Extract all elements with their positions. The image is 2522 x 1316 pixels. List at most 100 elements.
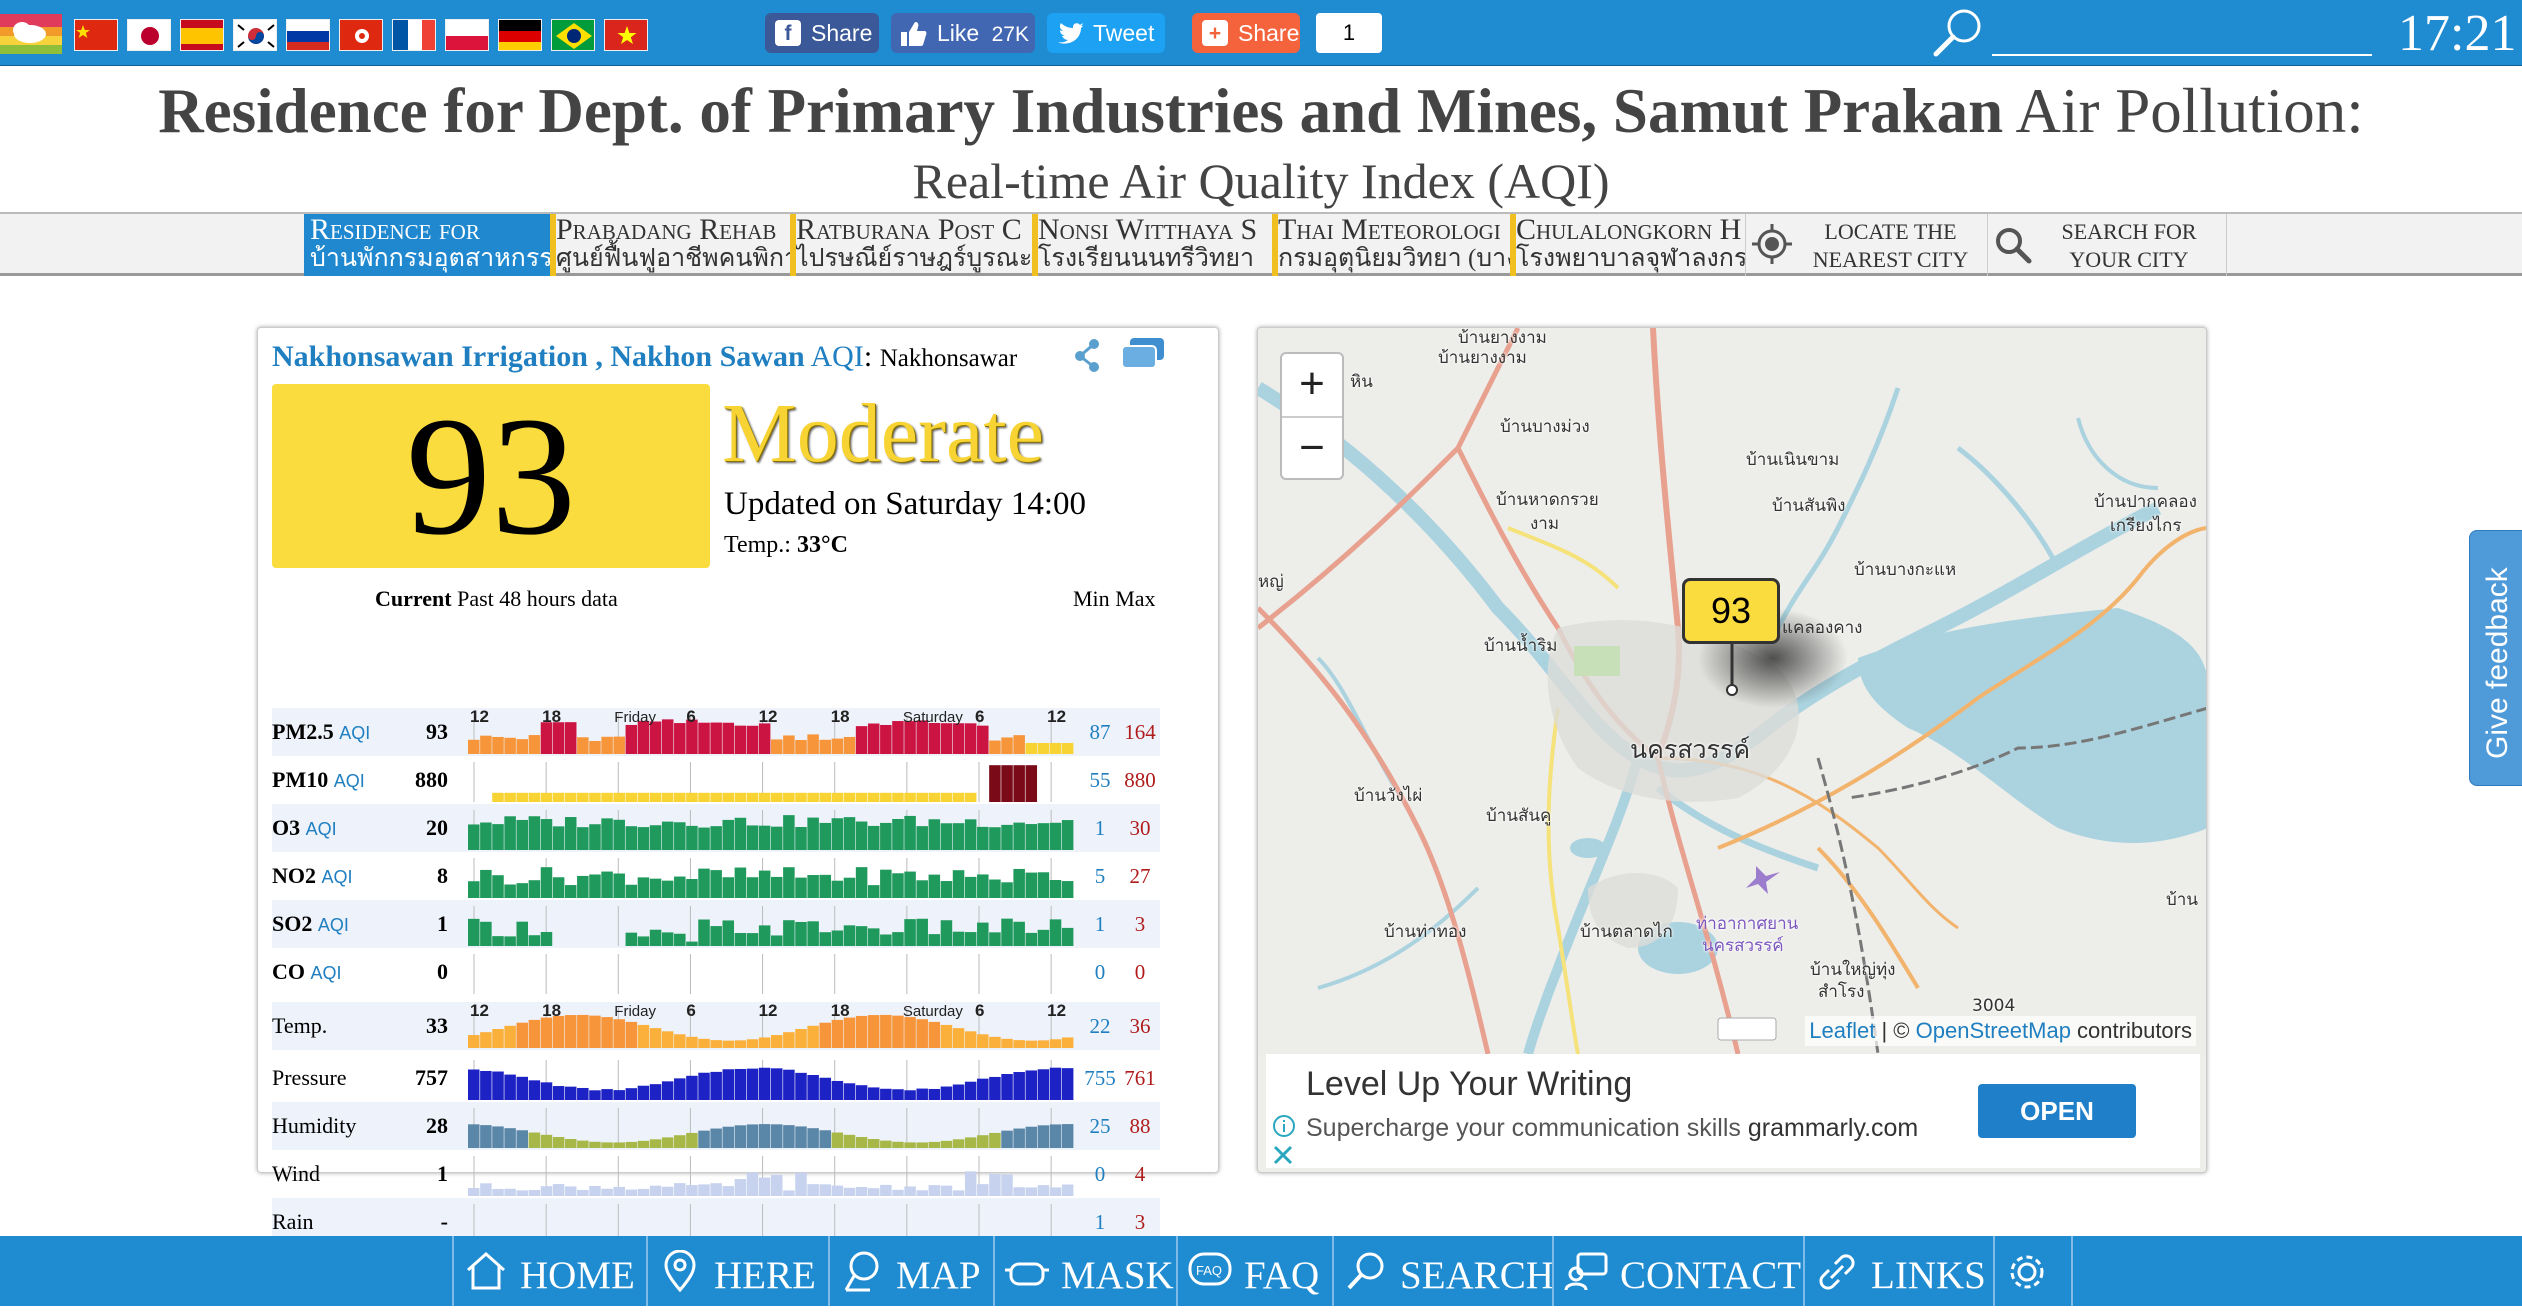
sparkline[interactable] — [468, 900, 1074, 948]
grammarly-ad[interactable]: Level Up Your Writing Supercharge your c… — [1266, 1054, 2200, 1168]
top-search-input[interactable] — [1992, 54, 2372, 56]
tweet-button[interactable]: Tweet — [1047, 13, 1165, 53]
osm-link[interactable]: OpenStreetMap — [1915, 1018, 2071, 1043]
spain-flag[interactable] — [180, 19, 224, 51]
give-feedback-tab[interactable]: Give feedback — [2469, 530, 2522, 786]
sparkline-bar — [492, 1029, 504, 1048]
footer-links-link[interactable]: LINKS — [1803, 1236, 1993, 1306]
row-pm25[interactable]: PM2.5 AQI 93 87 164 12 18 Friday 6 12 18 Saturday 6… — [272, 708, 1160, 756]
tweet-label: Tweet — [1093, 20, 1155, 46]
aqi-label: AQI — [810, 340, 864, 373]
station-name[interactable]: Nakhonsawan Irrigation , Nakhon Sawan — [272, 340, 805, 373]
footer-contact-link[interactable]: CONTACT — [1552, 1236, 1803, 1306]
hongkong-flag[interactable] — [339, 19, 383, 51]
sparkline-bar — [977, 826, 989, 850]
time-tick-label: 12 — [1047, 1002, 1066, 1020]
city-tab-3[interactable]: Ratburana Post C ไปรษณีย์ราษฎร์บูรณะ — [790, 214, 1032, 276]
sparkline-bar — [528, 1132, 541, 1148]
map-place-label: บ้านยางงาม — [1458, 328, 1547, 348]
attribution-contrib: contributors — [2070, 1018, 2192, 1043]
footer-mask-link[interactable]: MASK — [993, 1236, 1176, 1306]
row-pressure[interactable]: Pressure 757 755 761 — [272, 1054, 1160, 1102]
sparkline-bar — [795, 877, 807, 898]
row-o3[interactable]: O3 AQI 20 1 30 — [272, 804, 1160, 852]
share-icon[interactable] — [1072, 338, 1104, 372]
footer-search-link[interactable]: SEARCH — [1332, 1236, 1554, 1306]
sparkline-bar — [649, 878, 662, 898]
sparkline-bar — [468, 1124, 480, 1148]
addthis-share-button[interactable]: + Share — [1192, 13, 1300, 53]
city-tab-2[interactable]: Prabadang Rehab ศูนย์ฟื้นฟูอาชีพคนพิการ — [550, 214, 790, 276]
map-place-label: เกรียงไกร — [2110, 516, 2182, 536]
france-flag[interactable] — [392, 19, 436, 51]
sparkline-bar — [589, 740, 601, 754]
germany-flag[interactable] — [498, 19, 542, 51]
city-tab-4[interactable]: Nonsi Witthaya S โรงเรียนนนทรีวิทยา — [1032, 214, 1272, 276]
ad-close-icon[interactable] — [1272, 1144, 1294, 1166]
china-flag[interactable] — [74, 19, 118, 51]
russia-flag[interactable] — [286, 19, 330, 51]
search-city-button[interactable]: SEARCH FOR YOUR CITY — [1987, 214, 2227, 276]
row-temp[interactable]: Temp. 33 22 36 12 18 Friday 6 12 18 Saturday 6 12 — [272, 1002, 1160, 1050]
row-co[interactable]: CO AQI 0 0 0 — [272, 948, 1160, 996]
sparkline[interactable] — [468, 804, 1074, 852]
row-max: 30 — [1129, 816, 1151, 840]
zoom-in-button[interactable]: + — [1299, 359, 1325, 408]
row-pm10[interactable]: PM10 AQI 880 55 880 — [272, 756, 1160, 804]
zoom-out-button[interactable]: − — [1282, 416, 1342, 478]
row-humidity[interactable]: Humidity 28 25 88 — [272, 1102, 1160, 1150]
row-so2[interactable]: SO2 AQI 1 1 3 — [272, 900, 1160, 948]
sparkline[interactable] — [468, 756, 1074, 804]
facebook-share-button[interactable]: f Share — [765, 13, 879, 53]
sparkline-bar — [977, 725, 989, 754]
row-max: 88 — [1129, 1114, 1151, 1138]
locate-nearest-city-button[interactable]: LOCATE THE NEAREST CITY — [1745, 214, 1987, 276]
footer-map-link[interactable]: MAP — [828, 1236, 993, 1306]
comments-icon[interactable] — [1120, 336, 1166, 374]
aqi-map-marker[interactable]: 93 — [1682, 578, 1780, 644]
sparkline-bar — [674, 1135, 686, 1148]
footer-faq-link[interactable]: FAQ FAQ — [1176, 1236, 1332, 1306]
sparkline[interactable] — [468, 1150, 1074, 1198]
sparkline-bar — [758, 792, 771, 802]
sparkline[interactable]: 12 18 Friday 6 12 18 Saturday 6 12 — [468, 1002, 1074, 1050]
sparkline[interactable]: 12 18 Friday 6 12 18 Saturday 6 12 — [468, 708, 1074, 756]
sparkline-bar — [964, 876, 977, 898]
sparkline-bar — [831, 1080, 844, 1100]
poland-flag[interactable] — [445, 19, 489, 51]
ad-open-button[interactable]: OPEN — [1978, 1084, 2136, 1138]
footer-settings-button[interactable] — [1993, 1236, 2073, 1306]
vietnam-flag[interactable] — [604, 19, 648, 51]
leaflet-link[interactable]: Leaflet — [1809, 1018, 1876, 1043]
sparkline[interactable] — [468, 852, 1074, 900]
facebook-like-button[interactable]: Like 27K — [891, 13, 1035, 53]
sparkline[interactable] — [468, 1102, 1074, 1150]
city-tab-1[interactable]: Residence for บ้านพักกรมอุตสาหกรรม — [304, 214, 550, 276]
facebook-icon: f — [775, 20, 801, 46]
sparkline-bar — [601, 1188, 613, 1196]
map-place-label: หญ่ — [1258, 572, 1284, 592]
time-tick-label: 6 — [686, 1002, 695, 1020]
ad-title[interactable]: Level Up Your Writing — [1306, 1065, 1633, 1103]
sparkline-bar — [831, 738, 844, 754]
ad-info-icon[interactable] — [1272, 1114, 1296, 1138]
row-wind[interactable]: Wind 1 0 4 — [272, 1150, 1160, 1198]
sparkline-bar — [1049, 1124, 1062, 1148]
footer-home-link[interactable]: HOME — [452, 1236, 646, 1306]
row-no2[interactable]: NO2 AQI 8 5 27 — [272, 852, 1160, 900]
sparkline[interactable] — [468, 1054, 1074, 1102]
sparkline-bar — [504, 816, 516, 850]
sparkline-bar — [964, 723, 977, 754]
sparkline[interactable] — [468, 948, 1074, 996]
footer-here-link[interactable]: HERE — [646, 1236, 828, 1306]
aqicn-logo[interactable] — [0, 14, 62, 54]
map-panel[interactable]: บ้านยางงาม บ้านยางงาม บ้านบางม่วง บ้านเนินข… — [1257, 327, 2207, 1173]
brazil-flag[interactable] — [551, 19, 595, 51]
sparkline-bar — [480, 735, 492, 754]
korea-flag[interactable] — [233, 19, 277, 51]
japan-flag[interactable] — [127, 19, 171, 51]
magnifier-icon[interactable] — [1930, 6, 1986, 60]
top-search[interactable] — [1930, 4, 2372, 60]
